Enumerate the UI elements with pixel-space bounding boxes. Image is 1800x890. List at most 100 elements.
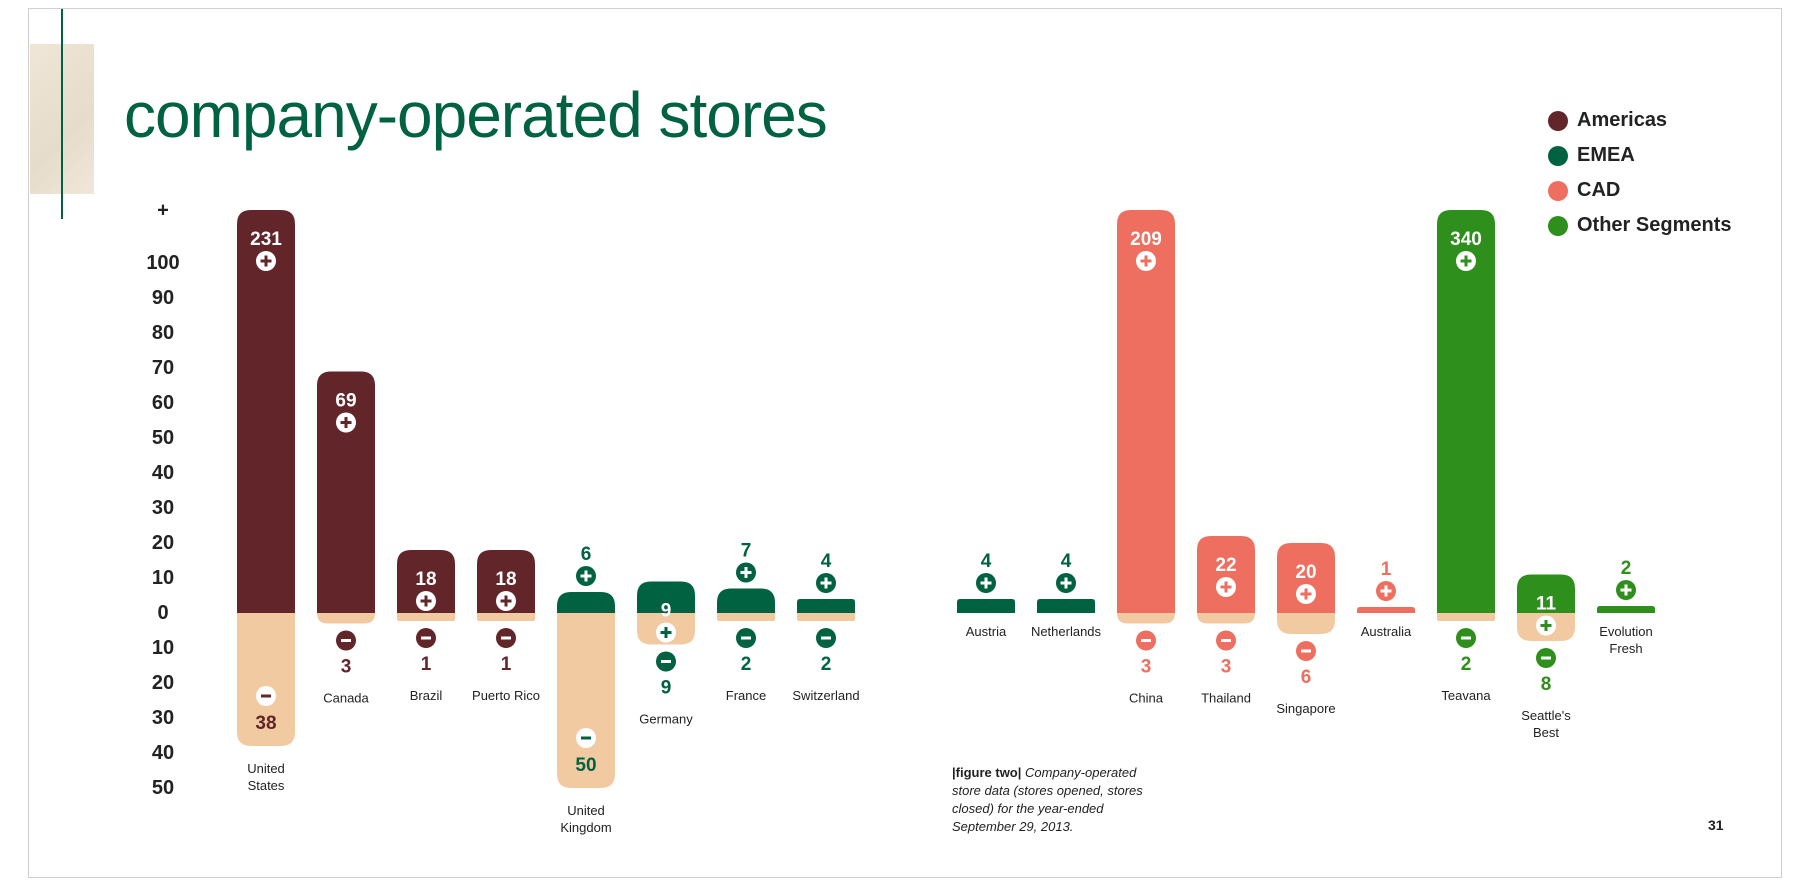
minus-stroke: [261, 694, 271, 698]
category-label-line: Germany: [639, 712, 693, 727]
opened-bar: [317, 371, 375, 613]
plus-stroke: [744, 567, 748, 578]
opened-value-label: 4: [821, 551, 832, 572]
opened-bar: [717, 588, 775, 613]
plus-icon: [576, 566, 596, 586]
y-tick-label: 90: [152, 287, 174, 309]
minus-icon: [1136, 630, 1156, 651]
category-label-line: Canada: [323, 691, 369, 706]
opened-value-label: 22: [1215, 555, 1236, 576]
category-label-line: Singapore: [1276, 701, 1335, 716]
category-label-line: Kingdom: [560, 820, 611, 835]
opened-bar: [1277, 543, 1335, 613]
minus-icon: [816, 628, 836, 648]
plus-stroke: [1544, 620, 1548, 631]
category-label-line: Thailand: [1201, 691, 1251, 706]
category-label-line: Seattle's: [1521, 708, 1571, 723]
y-tick-label: 10: [152, 637, 174, 659]
closed-bar: [717, 613, 775, 621]
category-label-line: Evolution: [1599, 624, 1652, 639]
closed-value-label: 38: [255, 713, 276, 734]
plus-icon: [1456, 251, 1476, 271]
legend: Americas EMEA CAD Other Segments: [1548, 103, 1731, 243]
minus-icon: [736, 628, 756, 648]
y-tick-label: 30: [152, 707, 174, 729]
opened-value-label: 18: [415, 569, 436, 590]
plus-icon: [976, 573, 996, 593]
closed-bar: [397, 613, 455, 621]
plus-icon: [256, 251, 276, 271]
y-tick-label: 70: [152, 357, 174, 379]
opened-value-label: 7: [741, 541, 752, 562]
category-label-line: Best: [1533, 725, 1559, 740]
legend-swatch-emea: [1548, 145, 1568, 166]
closed-value-label: 3: [1141, 657, 1152, 678]
plus-icon: [1536, 615, 1556, 636]
minus-icon: [656, 651, 676, 672]
plus-icon: [736, 562, 756, 583]
closed-value-label: 2: [741, 654, 752, 675]
opened-bar: [797, 599, 855, 613]
opened-bar: [637, 581, 695, 613]
closed-value-label: 9: [661, 678, 672, 699]
minus-stroke: [421, 636, 431, 640]
plus-stroke: [584, 570, 588, 582]
plus-icon: [656, 622, 676, 643]
plus-icon: [1296, 584, 1316, 604]
y-tick-label: 50: [152, 427, 174, 449]
legend-swatch-cad: [1548, 180, 1568, 201]
closed-bar: [477, 613, 535, 621]
y-tick-label: 50: [152, 777, 174, 799]
figure-caption-text: Company-operated store data (stores open…: [952, 765, 1143, 834]
minus-stroke: [1301, 649, 1311, 653]
page-number: 31: [1708, 817, 1724, 833]
plus-stroke: [344, 417, 348, 428]
y-tick-label: 40: [152, 462, 174, 484]
plus-icon: [816, 573, 836, 593]
opened-value-label: 2: [1621, 558, 1632, 579]
minus-stroke: [1541, 656, 1551, 660]
legend-label: Other Segments: [1577, 214, 1732, 236]
category-label: Evolution Fresh: [1599, 624, 1652, 656]
category-label: Australia: [1361, 624, 1412, 639]
opened-value-label: 4: [981, 551, 992, 572]
category-label: Seattle's Best: [1521, 708, 1571, 740]
closed-value-label: 2: [821, 654, 832, 675]
category-label: Singapore: [1276, 701, 1335, 716]
opened-bar: [1437, 210, 1495, 613]
closed-value-label: 50: [575, 755, 596, 776]
legend-item-americas: Americas: [1548, 103, 1731, 138]
page-frame: [28, 8, 1782, 878]
category-label: United States: [247, 761, 285, 793]
opened-value-label: 9: [661, 601, 672, 622]
minus-stroke: [581, 736, 591, 740]
opened-value-label: 11: [1536, 594, 1557, 615]
closed-bar: [237, 613, 295, 746]
opened-value-label: 18: [495, 569, 516, 590]
legend-swatch-other-segments: [1548, 215, 1568, 236]
opened-bar: [1517, 574, 1575, 613]
category-label: China: [1129, 691, 1164, 706]
category-label-line: Teavana: [1441, 688, 1491, 703]
category-label: Switzerland: [792, 688, 859, 703]
plus-icon: [336, 412, 356, 433]
plus-stroke: [424, 595, 428, 607]
opened-bar: [1197, 536, 1255, 613]
category-label-line: Brazil: [410, 688, 443, 703]
y-tick-label: 100: [146, 252, 179, 274]
minus-icon: [1216, 630, 1236, 651]
category-label-line: Netherlands: [1031, 624, 1102, 639]
figure-caption: |figure two| Company-operated store data…: [952, 764, 1162, 836]
category-label-line: Fresh: [1609, 641, 1642, 656]
category-label-line: United: [567, 803, 605, 818]
category-label-line: China: [1129, 691, 1164, 706]
y-tick-label: 60: [152, 392, 174, 414]
y-tick-label: +: [157, 200, 169, 222]
category-label-line: Switzerland: [792, 688, 859, 703]
minus-stroke: [741, 636, 751, 640]
opened-bar: [477, 550, 535, 613]
closed-bar: [1197, 613, 1255, 624]
closed-value-label: 8: [1541, 674, 1552, 695]
closed-value-label: 3: [341, 657, 352, 678]
plus-icon: [1216, 577, 1236, 597]
